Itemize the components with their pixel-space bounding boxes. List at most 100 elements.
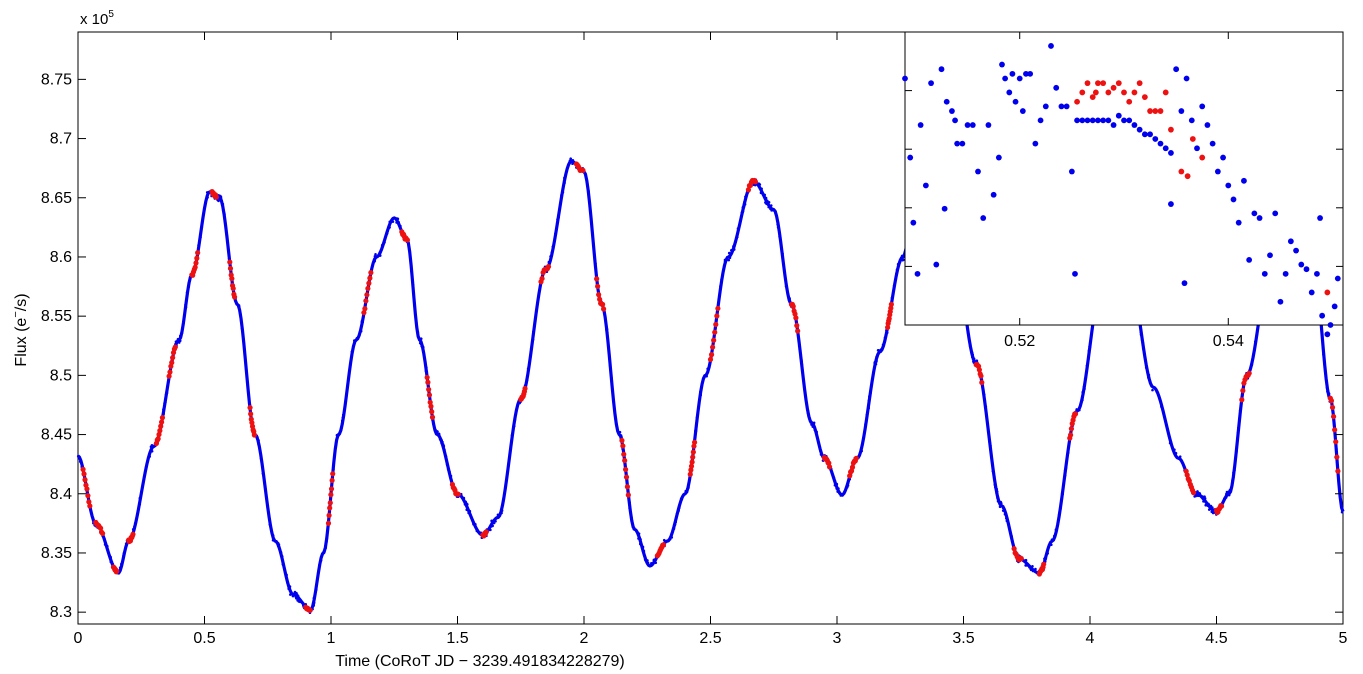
blue-series-point	[349, 362, 353, 365]
y-tick-label: 8.45	[41, 427, 72, 444]
blue-series-point	[446, 468, 450, 471]
blue-series-point	[796, 334, 800, 337]
blue-series-point	[719, 284, 722, 288]
inset-blue-point	[1220, 154, 1226, 161]
blue-series-point	[432, 422, 436, 425]
red-series-point	[715, 305, 721, 312]
red-series-point	[227, 265, 234, 272]
blue-series-point	[989, 451, 993, 454]
red-series-point	[426, 386, 432, 393]
red-series-point	[157, 428, 163, 434]
blue-series-point	[1322, 353, 1325, 356]
blue-series-point	[388, 220, 392, 224]
blue-series-point	[867, 405, 870, 409]
blue-series-point	[144, 466, 148, 470]
blue-series-point	[353, 341, 356, 344]
red-series-point	[229, 276, 235, 282]
blue-series-point	[1066, 453, 1069, 457]
blue-series-point	[387, 225, 391, 229]
inset-red-point	[1162, 89, 1169, 96]
red-series-point	[158, 419, 165, 425]
blue-series-point	[982, 393, 986, 397]
inset-red-point	[1115, 80, 1122, 87]
red-series-point	[169, 360, 175, 366]
blue-series-point	[966, 331, 970, 334]
blue-series-point	[1174, 451, 1178, 455]
blue-series-point	[554, 232, 557, 235]
inset-blue-point	[1162, 145, 1169, 152]
blue-series-point	[440, 439, 444, 442]
blue-series-point	[632, 527, 636, 531]
blue-series-point	[462, 497, 465, 500]
blue-series-point	[1203, 497, 1207, 500]
blue-series-point	[334, 442, 338, 445]
red-series-point	[80, 466, 86, 472]
blue-series-point	[845, 486, 849, 489]
blue-series-point	[800, 363, 804, 367]
inset-blue-point	[1141, 131, 1148, 138]
blue-series-point	[490, 519, 493, 523]
blue-series-point	[1225, 490, 1229, 494]
blue-series-point	[498, 513, 502, 516]
blue-series-point	[998, 505, 1002, 509]
red-series-point	[539, 275, 545, 282]
blue-series-point	[706, 369, 710, 372]
blue-series-point	[1085, 364, 1089, 368]
blue-series-point	[628, 500, 631, 504]
blue-series-point	[1207, 502, 1210, 506]
red-series-point	[688, 463, 695, 469]
red-series-point	[792, 311, 798, 317]
red-series-point	[1328, 398, 1335, 404]
blue-series-point	[1211, 506, 1214, 509]
blue-series-point	[890, 296, 894, 300]
inset-blue-point	[1230, 196, 1237, 203]
red-series-point	[1067, 432, 1074, 438]
blue-series-point	[757, 183, 761, 187]
blue-series-point	[986, 421, 990, 425]
inset-blue-point	[1032, 140, 1039, 147]
blue-series-point	[797, 339, 801, 343]
blue-series-point	[799, 356, 802, 360]
blue-series-point	[162, 408, 165, 411]
blue-series-point	[1332, 421, 1336, 425]
inset-blue-point	[1023, 70, 1029, 77]
blue-series-point	[989, 447, 992, 451]
blue-series-point	[416, 330, 420, 334]
blue-series-point	[318, 563, 321, 567]
red-series-point	[172, 344, 178, 350]
blue-series-point	[443, 448, 446, 452]
blue-series-point	[270, 531, 274, 534]
red-series-point	[1239, 397, 1245, 403]
blue-series-point	[758, 187, 762, 190]
blue-series-point	[902, 258, 905, 262]
inset-blue-point	[914, 270, 921, 277]
inset-blue-point	[1147, 131, 1153, 138]
blue-series-point	[869, 392, 872, 395]
red-series-point	[230, 285, 236, 292]
blue-series-point	[564, 172, 568, 176]
blue-series-point	[618, 430, 622, 434]
blue-series-point	[865, 413, 869, 417]
blue-series-point	[1081, 390, 1085, 394]
red-series-point	[745, 187, 752, 193]
inset-red-point	[1079, 89, 1086, 96]
blue-series-point	[631, 525, 635, 528]
inset-blue-point	[1256, 215, 1263, 221]
blue-series-point	[1193, 495, 1196, 498]
blue-series-point	[295, 594, 299, 597]
blue-series-point	[240, 327, 244, 330]
blue-series-point	[131, 528, 135, 531]
red-series-point	[978, 373, 984, 379]
blue-series-point	[199, 236, 202, 239]
blue-series-point	[184, 305, 188, 309]
red-series-point	[1218, 503, 1225, 509]
blue-series-point	[728, 256, 732, 260]
blue-series-point	[118, 566, 122, 569]
inset-plot: 0.52 0.54	[902, 31, 1344, 350]
inset-blue-point	[922, 182, 929, 189]
blue-series-point	[699, 393, 703, 397]
blue-series-point	[264, 488, 268, 491]
blue-series-point	[879, 348, 883, 351]
blue-series-point	[1327, 392, 1331, 395]
blue-series-point	[1167, 434, 1171, 438]
